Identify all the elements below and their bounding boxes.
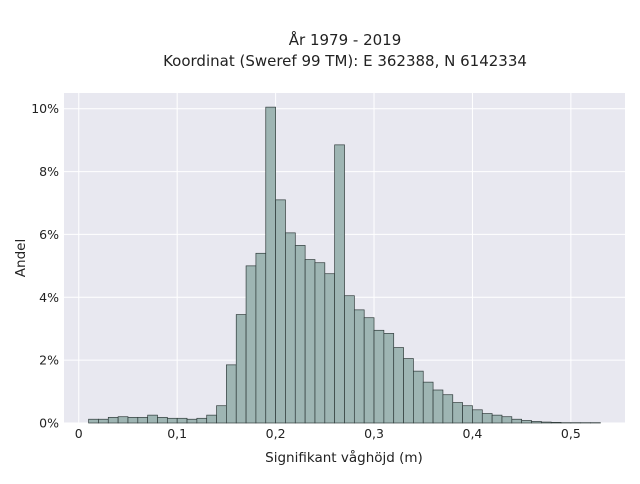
y-tick-label: 2%	[39, 353, 59, 368]
histogram-bar-7	[158, 417, 168, 423]
histogram-bar-0	[89, 419, 99, 423]
histogram-bar-19	[276, 200, 286, 423]
chart-title-line-1: År 1979 - 2019	[289, 30, 402, 49]
histogram-bar-14	[226, 365, 236, 423]
histogram-bar-13	[217, 406, 227, 423]
histogram-bar-23	[315, 263, 325, 423]
histogram-bar-16	[246, 266, 256, 423]
y-tick-label: 0%	[39, 416, 59, 431]
histogram-bar-27	[354, 310, 364, 423]
histogram-bar-4	[128, 417, 138, 423]
histogram-bar-17	[256, 253, 266, 423]
histogram-bar-42	[502, 417, 512, 423]
histogram-bar-28	[364, 318, 374, 423]
chart-title-line-2: Koordinat (Sweref 99 TM): E 362388, N 61…	[163, 52, 527, 70]
histogram-bar-15	[236, 315, 246, 423]
x-tick-labels: 0 0,1 0,2 0,3 0,4 0,5	[75, 426, 581, 441]
histogram-bar-29	[374, 330, 384, 423]
histogram-bar-21	[295, 245, 305, 423]
histogram-bar-2	[108, 417, 118, 423]
histogram-bar-39	[472, 410, 482, 423]
histogram-bar-24	[325, 274, 335, 423]
histogram-bar-18	[266, 107, 276, 423]
histogram-bar-44	[522, 420, 532, 423]
histogram-bar-12	[207, 415, 217, 423]
y-tick-label: 10%	[31, 101, 59, 116]
histogram-bar-8	[167, 418, 177, 423]
histogram-bar-26	[345, 296, 355, 423]
histogram-bar-33	[413, 371, 423, 423]
x-tick-label: 0	[75, 426, 83, 441]
y-axis-label: Andel	[13, 239, 29, 277]
histogram-bar-47	[551, 422, 561, 423]
histogram-bar-36	[443, 395, 453, 423]
histogram-bar-46	[541, 422, 551, 423]
x-tick-label: 0,5	[561, 426, 581, 441]
histogram-bar-3	[118, 417, 128, 423]
x-tick-label: 0,4	[463, 426, 483, 441]
x-tick-label: 0,1	[167, 426, 187, 441]
histogram-bar-31	[394, 348, 404, 423]
histogram-bar-30	[384, 333, 394, 423]
y-tick-label: 4%	[39, 290, 59, 305]
histogram-bar-34	[423, 382, 433, 423]
histogram-bar-35	[433, 390, 443, 423]
histogram-bar-20	[285, 233, 295, 423]
histogram-bar-22	[305, 260, 315, 423]
histogram-bar-6	[148, 415, 158, 423]
histogram-bar-43	[512, 419, 522, 423]
histogram-bar-5	[138, 417, 148, 423]
histogram-bar-11	[197, 418, 207, 423]
y-tick-label: 8%	[39, 164, 59, 179]
histogram-bar-10	[187, 419, 197, 423]
histogram-bar-41	[492, 415, 502, 423]
histogram-bar-32	[404, 359, 414, 423]
histogram-bar-40	[482, 414, 492, 423]
histogram-bar-45	[532, 421, 542, 423]
x-tick-label: 0,3	[364, 426, 384, 441]
histogram-bar-37	[453, 403, 463, 423]
histogram-bar-9	[177, 418, 187, 423]
histogram-bar-1	[98, 419, 108, 423]
x-tick-label: 0,2	[266, 426, 286, 441]
histogram-bar-25	[335, 145, 345, 423]
y-tick-labels: 0% 2% 4% 6% 8% 10%	[31, 101, 59, 430]
x-axis-label: Signifikant våghöjd (m)	[265, 449, 423, 466]
histogram-bar-38	[463, 406, 473, 423]
y-tick-label: 6%	[39, 227, 59, 242]
